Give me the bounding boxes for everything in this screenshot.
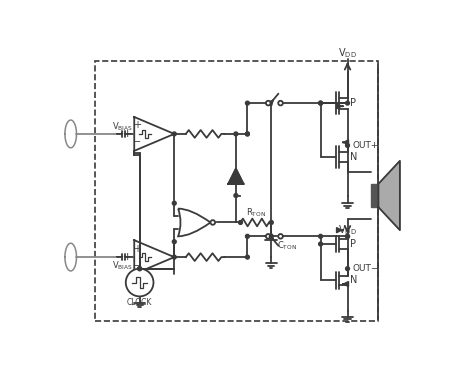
- Circle shape: [346, 234, 349, 238]
- Circle shape: [246, 255, 249, 259]
- Text: N: N: [350, 275, 357, 285]
- Circle shape: [346, 144, 349, 147]
- Circle shape: [246, 132, 249, 136]
- Circle shape: [266, 234, 271, 239]
- Text: V$_{\mathsf{BIAS}}$: V$_{\mathsf{BIAS}}$: [112, 121, 133, 133]
- Text: R$_{\mathsf{TON}}$: R$_{\mathsf{TON}}$: [246, 207, 266, 220]
- Circle shape: [319, 234, 323, 238]
- Circle shape: [234, 194, 238, 197]
- Text: +: +: [133, 244, 142, 254]
- Circle shape: [138, 267, 142, 271]
- Circle shape: [319, 101, 323, 105]
- Circle shape: [172, 255, 176, 259]
- Circle shape: [138, 267, 142, 271]
- Circle shape: [234, 132, 238, 136]
- Circle shape: [172, 201, 176, 205]
- Text: −: −: [133, 260, 142, 271]
- Polygon shape: [228, 169, 243, 184]
- Text: −: −: [133, 137, 142, 147]
- Text: −: −: [115, 129, 124, 139]
- Text: CLOCK: CLOCK: [127, 298, 152, 307]
- Text: C$_{\mathsf{TON}}$: C$_{\mathsf{TON}}$: [278, 239, 297, 252]
- Circle shape: [246, 101, 249, 105]
- Text: +: +: [133, 121, 142, 130]
- Circle shape: [246, 132, 249, 136]
- Polygon shape: [378, 161, 400, 230]
- Text: +: +: [123, 252, 132, 262]
- Text: V$_{\mathsf{DD}}$: V$_{\mathsf{DD}}$: [338, 46, 357, 60]
- Circle shape: [126, 269, 154, 296]
- Text: P: P: [350, 239, 356, 249]
- Polygon shape: [134, 117, 174, 151]
- Circle shape: [239, 220, 242, 225]
- Circle shape: [278, 234, 283, 239]
- Circle shape: [346, 267, 349, 271]
- Circle shape: [211, 220, 215, 225]
- Text: V$_{\mathsf{DD}}$: V$_{\mathsf{DD}}$: [338, 223, 357, 237]
- Circle shape: [346, 234, 349, 238]
- Text: OUT+: OUT+: [353, 141, 379, 150]
- Circle shape: [246, 234, 249, 238]
- Bar: [371, 184, 378, 207]
- Circle shape: [278, 101, 283, 105]
- Circle shape: [269, 220, 273, 225]
- Text: −: −: [115, 252, 124, 262]
- Circle shape: [172, 132, 176, 136]
- Text: OUT−: OUT−: [353, 264, 379, 273]
- PathPatch shape: [178, 209, 211, 236]
- Text: V$_{\mathsf{BIAS}}$: V$_{\mathsf{BIAS}}$: [112, 259, 133, 272]
- Circle shape: [172, 240, 176, 244]
- Circle shape: [319, 242, 323, 246]
- Text: P: P: [350, 98, 356, 108]
- Circle shape: [346, 101, 349, 105]
- Text: +: +: [123, 129, 132, 139]
- Circle shape: [266, 101, 271, 105]
- Polygon shape: [134, 240, 174, 274]
- Circle shape: [319, 101, 323, 105]
- Text: N: N: [350, 152, 357, 162]
- Circle shape: [269, 234, 273, 238]
